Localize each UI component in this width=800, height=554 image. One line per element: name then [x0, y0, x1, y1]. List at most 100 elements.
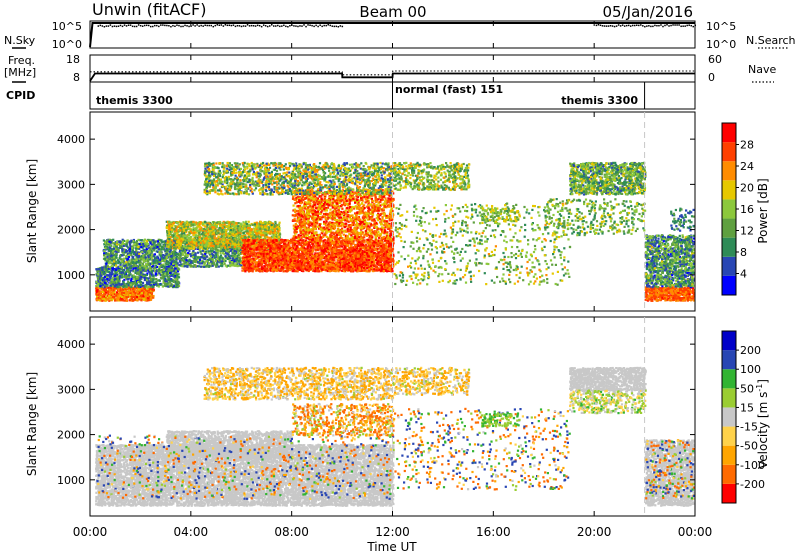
nsky-sample — [650, 26, 652, 28]
nsky-sample — [263, 24, 265, 26]
power-cell — [102, 271, 104, 273]
power-cell — [128, 254, 130, 256]
power-cell — [178, 276, 180, 278]
power-cell — [109, 276, 111, 278]
power-cell — [217, 249, 219, 251]
power-cell — [106, 299, 108, 301]
nsky-sample — [225, 24, 227, 26]
power-cell — [173, 257, 175, 259]
power-cell — [175, 261, 177, 263]
power-cell — [132, 270, 134, 272]
power-cell — [103, 288, 105, 290]
power-cell — [119, 245, 121, 247]
power-cell — [203, 255, 205, 257]
nsky-sample — [281, 25, 283, 27]
nsky-sample — [654, 25, 656, 27]
power-cell — [219, 256, 221, 258]
power-cell — [199, 259, 201, 261]
nsky-sample — [98, 25, 100, 27]
nsky-sample — [638, 25, 640, 27]
nsky-sample — [154, 25, 156, 27]
power-cell — [233, 250, 235, 252]
power-cell — [150, 279, 152, 281]
nsky-sample — [596, 25, 598, 27]
nsky-sample — [293, 25, 295, 27]
power-cell — [128, 260, 130, 262]
nsky-sample — [331, 25, 333, 27]
nsky-sample — [106, 25, 108, 27]
power-cell — [126, 270, 128, 272]
nsky-sample — [329, 25, 331, 27]
nsky-sample — [229, 25, 231, 27]
power-cell — [161, 274, 163, 276]
power-cell — [121, 248, 123, 250]
nsky-sample — [602, 25, 604, 27]
nsky-sample — [265, 25, 267, 27]
power-cell — [160, 239, 162, 241]
nsky-sample — [249, 25, 251, 27]
power-cell — [149, 242, 151, 244]
power-cell — [104, 241, 106, 243]
nsky-sample — [213, 26, 215, 28]
power-cell — [200, 256, 202, 258]
power-cell — [123, 281, 125, 283]
nsky-sample — [168, 25, 170, 27]
power-cell — [117, 295, 119, 297]
nsky-sample — [118, 25, 120, 27]
power-cell — [107, 254, 109, 256]
power-cell — [117, 262, 119, 264]
power-cell — [142, 295, 144, 297]
power-cell — [231, 264, 233, 266]
power-cell — [123, 245, 125, 247]
nsky-sample — [182, 26, 184, 28]
power-cell — [132, 293, 134, 295]
power-cell — [126, 296, 128, 298]
power-cell — [155, 283, 157, 285]
power-cell — [98, 268, 100, 270]
power-cell — [104, 272, 106, 274]
power-cell — [136, 261, 138, 263]
power-cell — [126, 278, 128, 280]
power-cell — [129, 244, 131, 246]
power-cell — [113, 256, 115, 258]
power-cells — [95, 162, 695, 302]
power-cell — [182, 257, 184, 259]
power-cell — [151, 246, 153, 248]
nsky-sample — [277, 25, 279, 27]
power-cell — [160, 255, 162, 257]
power-cell — [202, 257, 204, 259]
power-cell — [142, 263, 144, 265]
power-cell — [124, 273, 126, 275]
power-cell — [147, 250, 149, 252]
nsky-sample — [152, 26, 154, 28]
nsky-sample — [686, 25, 688, 27]
power-cell — [174, 273, 176, 275]
power-cell — [97, 277, 99, 279]
nsky-sample — [317, 26, 319, 28]
power-cell — [173, 281, 175, 283]
power-cell — [131, 298, 133, 300]
nsky-sample — [241, 26, 243, 28]
power-cell — [104, 258, 106, 260]
power-cell — [103, 239, 105, 241]
power-cell — [122, 252, 124, 254]
power-cell — [220, 265, 222, 267]
nsky-sample — [138, 24, 140, 26]
power-cell — [237, 265, 239, 267]
power-cell — [197, 256, 199, 258]
nsky-sample — [233, 24, 235, 26]
nsky-sample — [662, 26, 664, 28]
power-cell — [156, 270, 158, 272]
power-cell — [216, 258, 218, 260]
fan-plot-figure: Unwin (fitACF) Beam 00 05/Jan/2016 N.Sky… — [0, 0, 800, 554]
power-cell — [115, 246, 117, 248]
nsky-sample — [116, 26, 118, 28]
power-cell — [236, 259, 238, 261]
power-cell — [117, 259, 119, 261]
power-cell — [190, 255, 192, 257]
nsky-sample — [247, 24, 249, 26]
power-cell — [215, 253, 217, 255]
nsky-sample — [666, 24, 668, 26]
nsky-sample — [656, 25, 658, 27]
power-cell — [124, 300, 126, 302]
